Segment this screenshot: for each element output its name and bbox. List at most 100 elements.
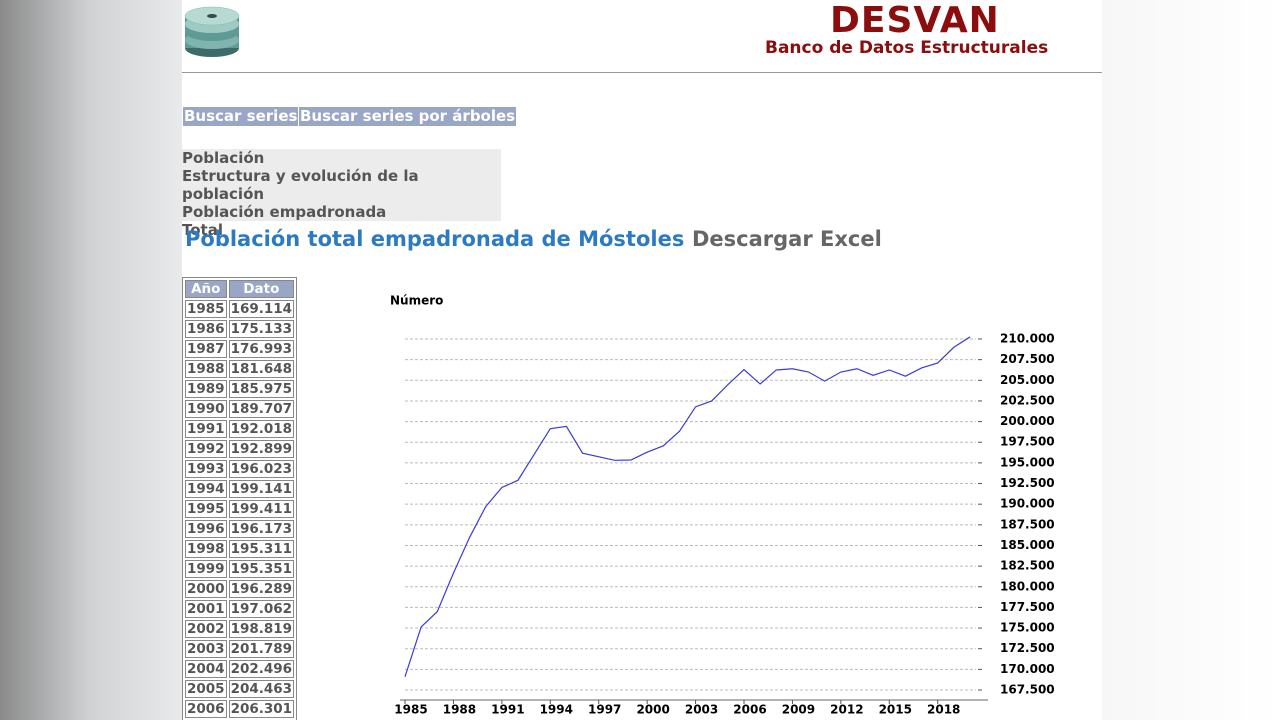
table-cell: 201.789 (228, 640, 295, 658)
column-header: Dato (228, 280, 295, 298)
y-tick-label: 210.000 (1000, 332, 1055, 346)
table-cell: 1988 (185, 360, 227, 378)
table-row: 1994 199.141 (185, 480, 295, 498)
table-cell: 199.141 (228, 480, 295, 498)
line-series (404, 336, 971, 677)
y-tick-label: 185.000 (1000, 538, 1055, 552)
y-tick-label: 200.000 (1000, 414, 1055, 428)
y-tick-label: 205.000 (1000, 373, 1055, 387)
table-cell: 1994 (185, 480, 227, 498)
x-tick-label: 2015 (879, 703, 912, 717)
table-row: 2001 197.062 (185, 600, 295, 618)
y-tick-label: 197.500 (1000, 435, 1055, 449)
table-cell: 196.023 (228, 460, 295, 478)
x-tick-label: 2012 (830, 703, 863, 717)
table-cell: 1986 (185, 320, 227, 338)
x-tick-label: 1994 (540, 703, 573, 717)
table-cell: 1999 (185, 560, 227, 578)
y-tick-label: 172.500 (1000, 641, 1055, 655)
header-rule (182, 72, 1102, 73)
x-tick-label: 2000 (636, 703, 669, 717)
y-tick-label: 167.500 (1000, 683, 1055, 697)
y-tick-label: 202.500 (1000, 393, 1055, 407)
table-row: 2003 201.789 (185, 640, 295, 658)
x-tick-label: 1985 (394, 703, 427, 717)
table-body: 1985 169.114 1986 175.133 1987 176.993 1988 181… (185, 300, 295, 718)
table-cell: 1998 (185, 540, 227, 558)
table-row: 1985 169.114 (185, 300, 295, 318)
table-cell: 1993 (185, 460, 227, 478)
data-table: Año Dato 1985 169.114 1986 175.133 1987 176.993… (182, 277, 298, 720)
table-cell: 1985 (185, 300, 227, 318)
table-row: 2000 196.289 (185, 580, 295, 598)
table-row: 1996 196.173 (185, 520, 295, 538)
table-row: 1990 189.707 (185, 400, 295, 418)
crumb[interactable]: Total (182, 221, 223, 239)
table-row: 1987 176.993 (185, 340, 295, 358)
x-tick-label: 2018 (927, 703, 960, 717)
x-tick-label: 1988 (443, 703, 476, 717)
brand-subtitle: Banco de Datos Estructurales (765, 38, 1049, 58)
y-tick-label: 175.000 (1000, 621, 1055, 635)
table-row: 1993 196.023 (185, 460, 295, 478)
x-tick-label: 2009 (782, 703, 815, 717)
y-tick-label: 182.500 (1000, 559, 1055, 573)
table-cell: 1995 (185, 500, 227, 518)
table-cell: 192.899 (228, 440, 295, 458)
table-cell: 2001 (185, 600, 227, 618)
table-cell: 195.351 (228, 560, 295, 578)
table-row: 1986 175.133 (185, 320, 295, 338)
table-cell: 196.173 (228, 520, 295, 538)
table-row: 2002 198.819 (185, 620, 295, 638)
table-row: 1995 199.411 (185, 500, 295, 518)
table-cell: 206.301 (228, 700, 295, 718)
table-cell: 1991 (185, 420, 227, 438)
table-cell: 2004 (185, 660, 227, 678)
table-cell: 2000 (185, 580, 227, 598)
y-tick-label: 195.000 (1000, 455, 1055, 469)
table-row: 1998 195.311 (185, 540, 295, 558)
table-cell: 1989 (185, 380, 227, 398)
y-tick-label: 187.500 (1000, 517, 1055, 531)
table-cell: 196.289 (228, 580, 295, 598)
table-cell: 195.311 (228, 540, 295, 558)
table-cell: 202.496 (228, 660, 295, 678)
table-cell: 185.975 (228, 380, 295, 398)
nav-link[interactable]: Buscar series (183, 107, 299, 126)
crumb[interactable]: Población (182, 149, 265, 167)
y-tick-label: 190.000 (1000, 497, 1055, 511)
table-cell: 169.114 (228, 300, 295, 318)
x-tick-label: 2006 (733, 703, 766, 717)
table-row: 1992 192.899 (185, 440, 295, 458)
y-tick-label: 207.500 (1000, 352, 1055, 366)
table-row: 1999 195.351 (185, 560, 295, 578)
nav-link[interactable]: Buscar series por árboles (299, 107, 517, 126)
y-tick-label: 170.000 (1000, 662, 1055, 676)
download-link[interactable]: Descargar Excel (692, 227, 882, 251)
table-cell: 192.018 (228, 420, 295, 438)
crumb[interactable]: Estructura y evolución de la población (182, 167, 419, 203)
table-cell: 1992 (185, 440, 227, 458)
x-tick-label: 1991 (491, 703, 524, 717)
table-cell: 2006 (185, 700, 227, 718)
table-cell: 2005 (185, 680, 227, 698)
table-row: 2006 206.301 (185, 700, 295, 718)
table-cell: 189.707 (228, 400, 295, 418)
crumb[interactable]: Población empadronada (182, 203, 387, 221)
column-header: Año (185, 280, 227, 298)
table-cell: 2002 (185, 620, 227, 638)
table-cell: 197.062 (228, 600, 295, 618)
table-row: 1989 185.975 (185, 380, 295, 398)
y-tick-label: 177.500 (1000, 600, 1055, 614)
table-row: 2004 202.496 (185, 660, 295, 678)
table-row: 1988 181.648 (185, 360, 295, 378)
x-tick-label: 2003 (685, 703, 718, 717)
y-tick-label: 192.500 (1000, 476, 1055, 490)
table-cell: 199.411 (228, 500, 295, 518)
y-axis-label: Número (390, 294, 443, 308)
page-title: Población total empadronada de Móstoles (185, 227, 685, 251)
table-cell: 181.648 (228, 360, 295, 378)
table-cell: 176.993 (228, 340, 295, 358)
